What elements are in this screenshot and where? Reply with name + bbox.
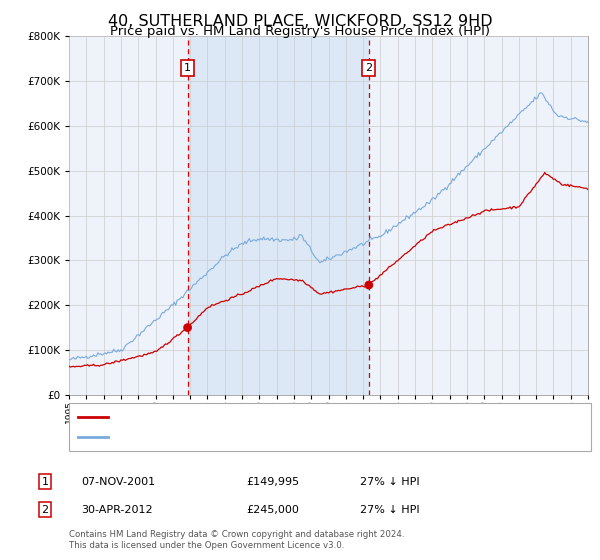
Point xyxy=(364,281,374,290)
Text: 40, SUTHERLAND PLACE, WICKFORD, SS12 9HD: 40, SUTHERLAND PLACE, WICKFORD, SS12 9HD xyxy=(107,14,493,29)
Text: 1: 1 xyxy=(184,63,191,73)
Text: HPI: Average price, detached house, Basildon: HPI: Average price, detached house, Basi… xyxy=(114,432,352,441)
Text: 27% ↓ HPI: 27% ↓ HPI xyxy=(360,477,419,487)
Text: Contains HM Land Registry data © Crown copyright and database right 2024.: Contains HM Land Registry data © Crown c… xyxy=(69,530,404,539)
Text: 07-NOV-2001: 07-NOV-2001 xyxy=(81,477,155,487)
Text: 40, SUTHERLAND PLACE, WICKFORD, SS12 9HD (detached house): 40, SUTHERLAND PLACE, WICKFORD, SS12 9HD… xyxy=(114,413,458,422)
Point xyxy=(183,323,193,332)
Text: £245,000: £245,000 xyxy=(246,505,299,515)
Text: 1: 1 xyxy=(41,477,49,487)
Text: 2: 2 xyxy=(41,505,49,515)
Text: Price paid vs. HM Land Registry's House Price Index (HPI): Price paid vs. HM Land Registry's House … xyxy=(110,25,490,38)
Bar xyxy=(188,36,369,395)
Text: This data is licensed under the Open Government Licence v3.0.: This data is licensed under the Open Gov… xyxy=(69,541,344,550)
Text: 30-APR-2012: 30-APR-2012 xyxy=(81,505,152,515)
Text: 2: 2 xyxy=(365,63,373,73)
Text: £149,995: £149,995 xyxy=(246,477,299,487)
Text: 27% ↓ HPI: 27% ↓ HPI xyxy=(360,505,419,515)
